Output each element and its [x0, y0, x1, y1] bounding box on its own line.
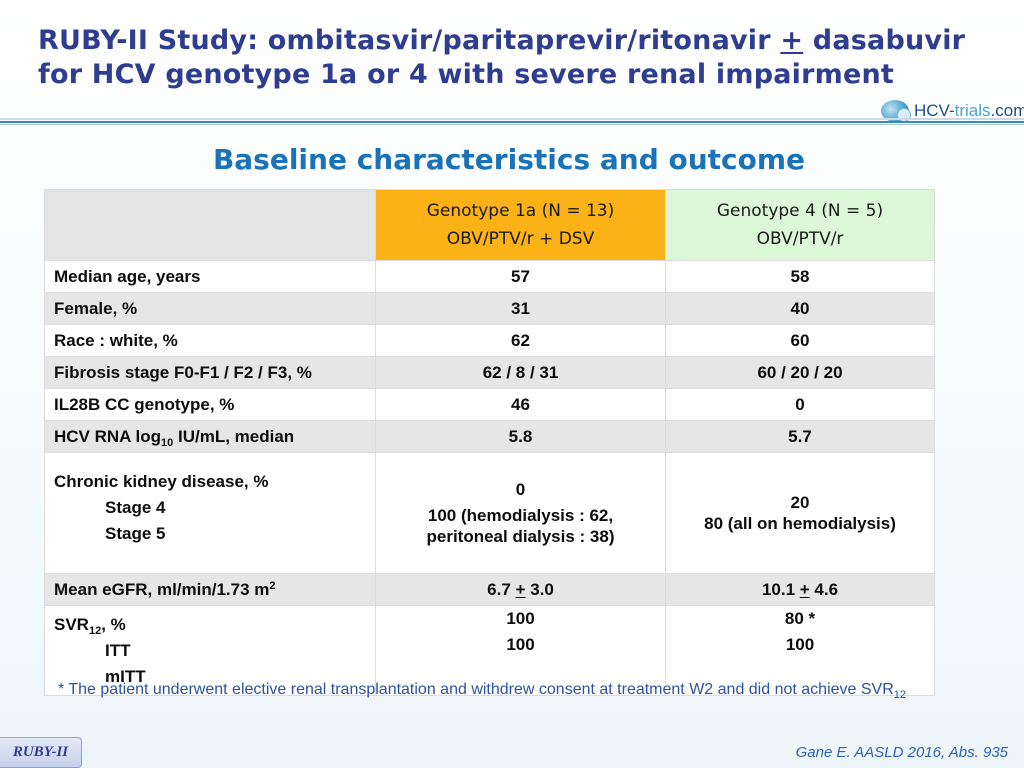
citation: Gane E. AASLD 2016, Abs. 935 [795, 744, 1008, 761]
table-row: Female, % 31 40 [44, 292, 935, 325]
row-label: Female, % [44, 292, 376, 325]
table-row: Median age, years 57 58 [44, 260, 935, 293]
cell-genotype-4: 60 / 20 / 20 [665, 356, 935, 389]
title-line-1: RUBY-II Study: ombitasvir/paritaprevir/r… [38, 25, 966, 56]
slide-title: RUBY-II Study: ombitasvir/paritaprevir/r… [38, 24, 1018, 92]
table-row: HCV RNA log10 IU/mL, median 5.8 5.7 [44, 420, 935, 453]
row-label: Mean eGFR, ml/min/1.73 m2 [44, 573, 376, 606]
section-subtitle: Baseline characteristics and outcome [212, 143, 806, 176]
cell-genotype-1a: 57 [375, 260, 666, 293]
cell-genotype-1a: 0 100 (hemodialysis : 62, peritoneal dia… [375, 452, 666, 574]
cell-genotype-1a: 31 [375, 292, 666, 325]
row-label: Fibrosis stage F0-F1 / F2 / F3, % [44, 356, 376, 389]
cell-genotype-1a: 100 100 [375, 605, 666, 696]
row-label: HCV RNA log10 IU/mL, median [44, 420, 376, 453]
table-header-row: Genotype 1a (N = 13) OBV/PTV/r + DSV Gen… [44, 189, 935, 261]
row-label: Chronic kidney disease, % Stage 4 Stage … [44, 452, 376, 574]
header-genotype-1a: Genotype 1a (N = 13) OBV/PTV/r + DSV [375, 189, 666, 261]
cell-genotype-4: 10.1 + 4.6 [665, 573, 935, 606]
table-row: Race : white, % 62 60 [44, 324, 935, 357]
cell-genotype-4: 0 [665, 388, 935, 421]
cell-genotype-1a: 62 [375, 324, 666, 357]
header-genotype-4: Genotype 4 (N = 5) OBV/PTV/r [665, 189, 935, 261]
row-label: IL28B CC genotype, % [44, 388, 376, 421]
baseline-characteristics-table: Genotype 1a (N = 13) OBV/PTV/r + DSV Gen… [44, 189, 935, 696]
hcv-trials-logo: HCV-trials.com [881, 100, 1024, 122]
cell-genotype-1a: 6.7 + 3.0 [375, 573, 666, 606]
table-row: SVR12, % ITT mITT 100 100 80 * 100 [44, 605, 935, 696]
cell-genotype-4: 58 [665, 260, 935, 293]
plus-minus-sign: + [780, 25, 804, 56]
study-badge: RUBY-II [0, 737, 82, 768]
table-row: Chronic kidney disease, % Stage 4 Stage … [44, 452, 935, 574]
table-row: IL28B CC genotype, % 46 0 [44, 388, 935, 421]
table-row: Fibrosis stage F0-F1 / F2 / F3, % 62 / 8… [44, 356, 935, 389]
cell-genotype-1a: 5.8 [375, 420, 666, 453]
logo-text: HCV-trials.com [914, 101, 1024, 120]
title-line-2: for HCV genotype 1a or 4 with severe ren… [38, 59, 894, 90]
row-label: Race : white, % [44, 324, 376, 357]
cell-genotype-4: 80 * 100 [665, 605, 935, 696]
header-empty-cell [44, 189, 376, 261]
cell-genotype-4: 40 [665, 292, 935, 325]
row-label: SVR12, % ITT mITT [44, 605, 376, 696]
footnote: * The patient underwent elective renal t… [58, 681, 907, 701]
row-label: Median age, years [44, 260, 376, 293]
cell-genotype-1a: 46 [375, 388, 666, 421]
header-divider [0, 118, 1024, 127]
cell-genotype-4: 60 [665, 324, 935, 357]
table-row: Mean eGFR, ml/min/1.73 m2 6.7 + 3.0 10.1… [44, 573, 935, 606]
cell-genotype-4: 5.7 [665, 420, 935, 453]
cell-genotype-4: 20 80 (all on hemodialysis) [665, 452, 935, 574]
cell-genotype-1a: 62 / 8 / 31 [375, 356, 666, 389]
